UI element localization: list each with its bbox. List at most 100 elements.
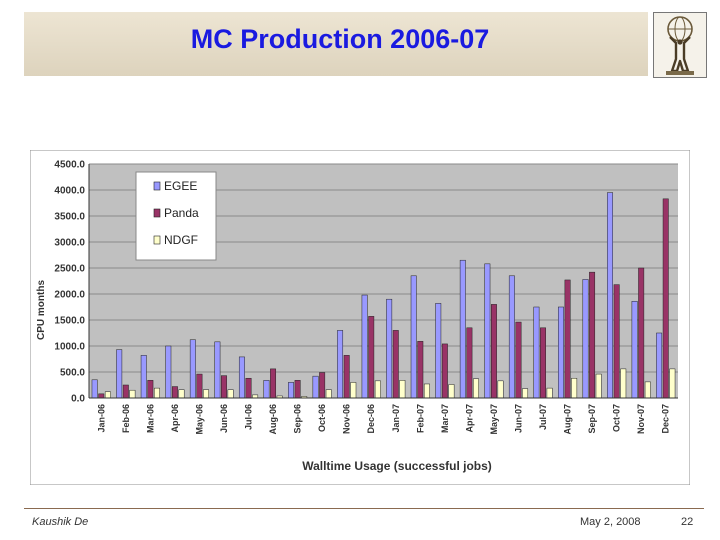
bar-panda [98,393,105,399]
x-tick-label: Nov-06 [342,404,352,434]
x-tick-label: Dec-07 [661,404,671,434]
page-number: 22 [681,516,694,528]
bar-panda [662,198,669,399]
x-tick-label: Feb-07 [415,404,425,433]
bar-ndgf [497,380,504,399]
bar-panda [441,343,448,399]
bar-egee [386,298,393,399]
x-tick-label: May-06 [194,404,204,435]
x-tick-label: Jan-06 [96,404,106,433]
bar-egee [459,259,466,399]
x-tick-label: Sep-07 [587,404,597,434]
legend-swatch-panda [153,208,161,218]
x-tick-label: Aug-06 [268,404,278,435]
bar-panda [343,355,350,399]
y-tick-label: 0.0 [71,394,85,405]
bar-panda [171,386,178,399]
legend-label-egee: EGEE [164,179,197,193]
legend-label-ndgf: NDGF [164,233,198,247]
title-banner [24,12,648,76]
bar-egee [189,339,196,399]
bar-ndgf [325,389,332,399]
y-tick-label: 3000.0 [54,238,85,249]
bar-ndgf [104,391,111,399]
footer-date: May 2, 2008 [580,516,641,528]
bar-egee [337,330,344,399]
x-tick-label: Mar-06 [145,404,155,433]
bar-egee [435,303,442,399]
bar-ndgf [399,380,406,399]
y-tick-label: 1500.0 [54,316,85,327]
bar-chart: 4500.0 4000.0 3500.0 3000.0 2500.0 2000.0 1500… [30,150,690,485]
y-tick-label: 4000.0 [54,186,85,197]
x-tick-label: Jul-07 [538,404,548,430]
footer-author: Kaushik De [32,516,89,528]
bar-egee [582,279,589,399]
bar-ndgf [227,389,234,399]
bar-egee [116,349,123,399]
bar-panda [392,330,399,399]
x-tick-label: Jul-06 [244,404,254,430]
bar-egee [214,341,221,399]
y-tick-label: 3500.0 [54,212,85,223]
footer-divider [24,508,704,509]
x-tick-label: Apr-07 [464,404,474,433]
bar-panda [270,368,277,399]
legend-box [135,171,217,261]
atlas-figure-icon [666,16,694,75]
bar-panda [319,372,326,399]
bar-egee [91,379,98,399]
bar-egee [288,382,294,399]
bar-panda [515,321,522,399]
bar-panda [638,267,645,399]
slide-title: MC Production 2006-07 [190,24,490,54]
bar-ndgf [350,382,357,399]
y-tick-label: 500.0 [60,368,85,379]
bar-egee [238,356,245,399]
y-tick-label: 2500.0 [54,264,85,275]
bar-panda [147,380,154,399]
bar-ndgf [154,387,160,399]
bar-ndgf [374,380,381,399]
bar-panda [540,327,546,399]
x-tick-label: Oct-07 [612,404,622,432]
bar-egee [607,192,613,399]
bar-egee [140,355,147,399]
bar-egee [484,263,491,399]
x-tick-label: Feb-06 [121,404,131,433]
bar-panda [613,284,620,399]
bar-panda [122,384,129,399]
bar-ndgf [448,384,455,399]
bar-egee [410,275,417,399]
legend-swatch-ndgf [153,235,161,245]
bar-ndgf [571,377,578,399]
legend-label-panda: Panda [164,206,199,220]
bar-egee [165,345,172,399]
y-axis-title: CPU months [36,280,47,340]
bar-ndgf [178,389,185,399]
x-tick-label: Sep-06 [293,404,303,434]
bar-egee [508,275,515,399]
bar-panda [294,380,301,399]
x-tick-label: Jun-06 [219,404,229,433]
bar-egee [312,375,319,399]
bar-egee [361,294,368,399]
y-tick-label: 2000.0 [54,290,85,301]
bar-panda [221,375,227,399]
bar-ndgf [644,381,651,399]
bar-ndgf [620,368,627,399]
bar-ndgf [423,383,430,399]
bar-ndgf [546,387,553,399]
x-tick-label: Nov-07 [636,404,646,434]
y-tick-label: 1000.0 [54,342,85,353]
atlas-logo [653,12,707,78]
bar-panda [466,327,473,399]
bar-egee [631,301,638,399]
x-tick-label: Mar-07 [440,404,450,433]
legend-swatch-egee [153,181,161,191]
x-tick-label: Jan-07 [391,404,401,433]
x-axis-title: Walltime Usage (successful jobs) [302,459,492,473]
x-tick-label: Oct-06 [317,404,327,432]
bar-ndgf [595,373,602,399]
bar-ndgf [669,368,676,399]
